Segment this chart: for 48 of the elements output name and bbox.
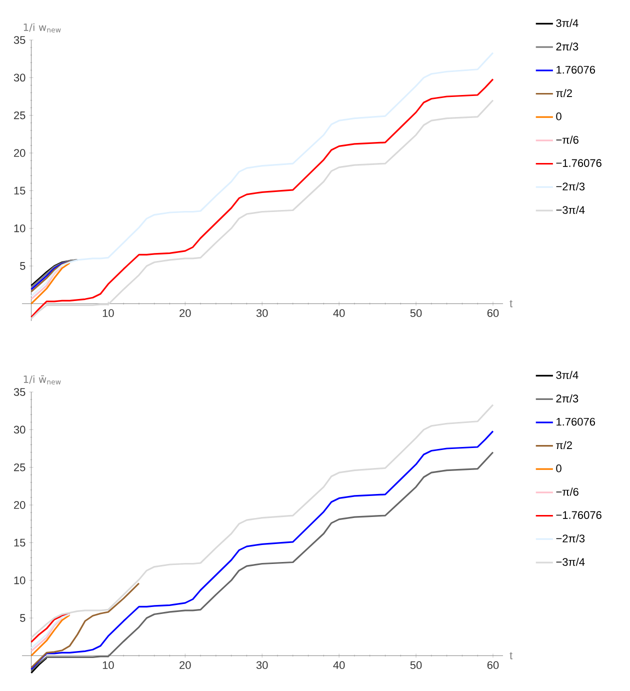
y-tick-label: 35 (14, 36, 26, 44)
y-tick-label: 25 (14, 111, 26, 120)
legend-label: 3π/4 (556, 370, 578, 379)
x-tick-label: 10 (102, 661, 114, 669)
legend-label: −3π/4 (556, 206, 585, 214)
legend-label: 1.76076 (556, 66, 595, 74)
y-tick-label: 10 (14, 576, 26, 584)
legend-label: −π/6 (556, 136, 578, 144)
legend-label: 2π/3 (556, 42, 578, 50)
legend-label: −1.76076 (556, 511, 602, 519)
x-tick-label: 10 (102, 309, 114, 317)
x-tick-label: 60 (487, 309, 499, 317)
y-tick-label: 35 (14, 388, 26, 396)
legend-label: −2π/3 (556, 182, 585, 190)
x-axis-title: t (510, 300, 513, 308)
legend-label: π/2 (556, 89, 572, 98)
legend-label: 0 (556, 112, 562, 120)
y-tick-label: 15 (14, 186, 26, 195)
x-tick-label: 60 (487, 661, 499, 669)
y-tick-label: 20 (14, 149, 26, 157)
x-tick-label: 20 (180, 661, 191, 669)
y-tick-label: 5 (20, 614, 26, 622)
y-axis-title: 1/i w̄$_{new}$ (24, 375, 61, 384)
x-tick-label: 20 (180, 309, 191, 317)
y-tick-label: 15 (14, 538, 26, 547)
y-tick-label: 5 (20, 262, 26, 270)
x-tick-label: 50 (410, 661, 422, 669)
legend-label: 0 (556, 464, 562, 472)
y-tick-label: 10 (14, 224, 26, 232)
x-tick-label: 30 (256, 309, 268, 317)
y-tick-label: 20 (14, 501, 26, 509)
legend-label: −2π/3 (556, 534, 585, 542)
y-tick-label: 30 (14, 426, 26, 434)
legend-label: 2π/3 (556, 394, 578, 402)
x-tick-label: 40 (333, 309, 345, 317)
legend-label: −π/6 (556, 488, 578, 496)
legend-label: −1.76076 (556, 159, 602, 167)
y-tick-label: 25 (14, 463, 26, 472)
y-axis-title: 1/i w$_{new}$ (24, 23, 61, 32)
x-tick-label: 30 (256, 661, 268, 669)
y-tick-label: 30 (14, 74, 26, 82)
legend-label: π/2 (556, 441, 572, 450)
x-axis-title: t (510, 652, 513, 660)
x-tick-label: 50 (410, 309, 422, 317)
legend-label: 1.76076 (556, 418, 595, 426)
legend-label: 3π/4 (556, 18, 578, 27)
legend-label: −3π/4 (556, 558, 585, 566)
x-tick-label: 40 (333, 661, 345, 669)
